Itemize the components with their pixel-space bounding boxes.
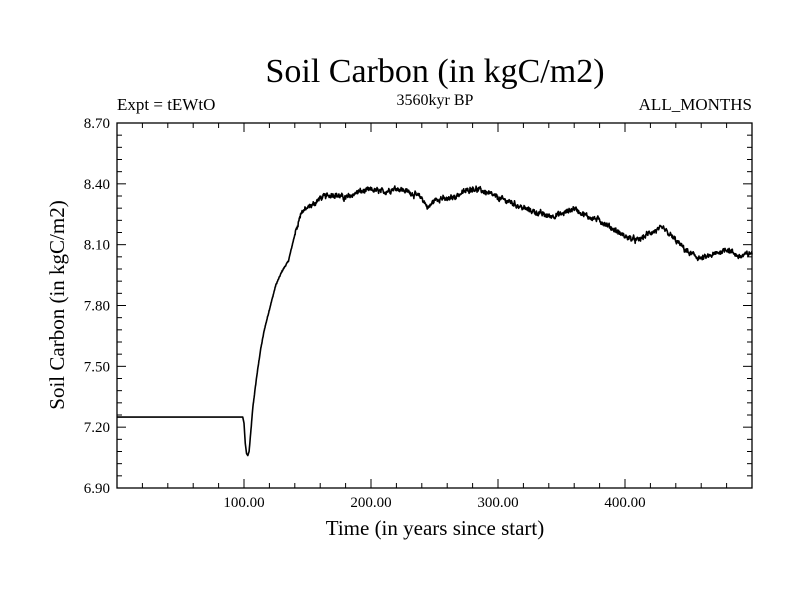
x-axis-label: Time (in years since start) xyxy=(326,516,545,540)
x-tick-label: 300.00 xyxy=(477,495,518,511)
y-tick-label: 8.70 xyxy=(84,116,110,132)
data-series xyxy=(116,185,753,457)
axis-ticks xyxy=(117,123,752,488)
period-label: 3560kyr BP xyxy=(397,92,474,109)
plot-frame xyxy=(116,122,753,489)
y-tick-label: 7.20 xyxy=(84,420,110,436)
tick-labels: 100.00 200.00 300.00 400.00 6.90 7.20 7.50 7.80… xyxy=(84,116,646,511)
y-tick-label: 6.90 xyxy=(84,481,110,497)
months-label: ALL_MONTHS xyxy=(639,95,752,114)
y-tick-label: 8.40 xyxy=(84,177,110,193)
y-tick-label: 8.10 xyxy=(84,238,110,254)
x-tick-label: 100.00 xyxy=(223,495,264,511)
series-line xyxy=(116,185,753,457)
y-axis-label: Soil Carbon (in kgC/m2) xyxy=(45,200,69,409)
experiment-label: Expt = tEWtO xyxy=(117,95,215,114)
y-tick-label: 7.50 xyxy=(84,359,110,375)
x-tick-label: 200.00 xyxy=(350,495,391,511)
chart-title: Soil Carbon (in kgC/m2) xyxy=(265,53,604,90)
y-tick-label: 7.80 xyxy=(84,299,110,315)
x-tick-label: 400.00 xyxy=(604,495,645,511)
